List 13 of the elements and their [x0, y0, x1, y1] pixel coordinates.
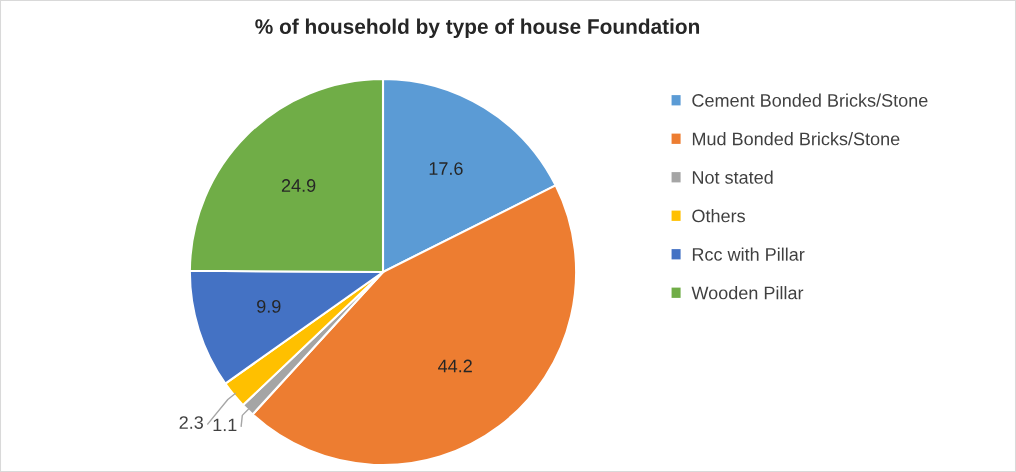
- legend-label: Rcc with Pillar: [692, 247, 805, 261]
- data-label: 2.3: [179, 416, 203, 429]
- data-label: 24.9: [281, 179, 316, 192]
- legend-label: Mud Bonded Bricks/Stone: [692, 132, 900, 146]
- legend-label: Cement Bonded Bricks/Stone: [692, 93, 928, 107]
- legend-label: Others: [692, 209, 745, 223]
- legend-label: Wooden Pillar: [691, 286, 804, 300]
- legend-label: Not stated: [692, 170, 773, 184]
- data-label: 9.9: [257, 299, 281, 313]
- data-label: 1.1: [213, 418, 237, 432]
- data-label: 17.6: [429, 162, 463, 175]
- data-label: 44.2: [438, 359, 472, 373]
- chart-title: % of household by type of house Foundation: [255, 18, 700, 39]
